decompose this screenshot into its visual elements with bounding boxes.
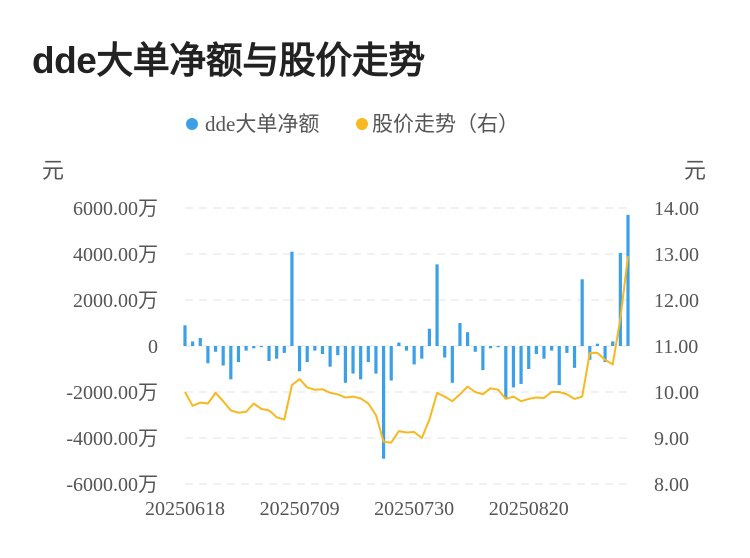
- dde-bar: [213, 346, 218, 352]
- x-axis-ticks: 20250618 20250709 20250730 20250820: [145, 498, 569, 520]
- right-tick-label: 14.00: [654, 198, 699, 220]
- dde-bar: [320, 346, 325, 355]
- dde-bar: [611, 341, 615, 346]
- dde-bar: [534, 346, 538, 355]
- dde-bar: [420, 346, 424, 359]
- dde-bar: [504, 346, 508, 399]
- dde-bar: [198, 337, 202, 346]
- dde-bar: [267, 346, 271, 361]
- dde-bar: [381, 346, 386, 459]
- x-tick-label: 20250730: [374, 498, 454, 520]
- left-tick-label: 0: [148, 336, 158, 358]
- legend-marker-1: [356, 118, 368, 130]
- right-axis-unit: 元: [684, 158, 706, 183]
- left-tick-label: 6000.00万: [73, 198, 158, 220]
- dde-bar: [221, 346, 225, 366]
- dde-bar: [229, 346, 233, 380]
- dde-bar: [336, 346, 340, 356]
- dde-bars: [183, 214, 630, 459]
- dde-bar: [511, 346, 516, 388]
- price-line: [184, 256, 629, 444]
- x-tick-label: 20250618: [145, 498, 225, 520]
- legend-marker-0: [186, 118, 198, 130]
- right-tick-label: 9.00: [654, 428, 689, 450]
- dde-bar: [618, 252, 622, 346]
- dde-bar: [206, 346, 210, 364]
- dde-bar: [580, 279, 584, 346]
- dde-bar: [191, 341, 195, 346]
- dde-bar: [351, 346, 355, 374]
- dde-bar: [305, 346, 309, 363]
- left-tick-label: 2000.00万: [73, 290, 158, 312]
- dde-bar: [412, 346, 416, 365]
- dde-bar: [275, 346, 279, 359]
- dde-bar: [259, 346, 263, 348]
- dde-bar: [603, 346, 607, 363]
- dde-bar: [404, 346, 409, 351]
- dde-bar: [244, 346, 248, 351]
- dde-bar: [565, 346, 569, 353]
- dde-bar: [435, 264, 439, 346]
- left-tick-label: 4000.00万: [73, 244, 158, 266]
- dde-bar: [557, 346, 561, 386]
- dde-bar: [389, 346, 393, 381]
- dde-bar: [374, 346, 378, 374]
- dde-bar: [519, 346, 523, 384]
- dde-bar: [282, 346, 286, 353]
- chart-title: dde大单净额与股价走势: [32, 40, 425, 81]
- legend-label-1: 股价走势（右）: [372, 112, 519, 136]
- dde-bar: [252, 346, 256, 349]
- dde-bar: [313, 346, 317, 351]
- dde-bar: [290, 251, 294, 346]
- dde-bar: [359, 346, 363, 380]
- dde-bar: [397, 342, 401, 346]
- dde-bar: [572, 346, 577, 368]
- left-tick-label: -4000.00万: [66, 428, 158, 450]
- dde-bar: [366, 346, 370, 363]
- dde-bar: [458, 323, 462, 346]
- dde-bar: [488, 346, 493, 349]
- dde-bar: [450, 346, 454, 383]
- legend-label-0: dde大单净额: [205, 112, 319, 136]
- x-tick-label: 20250820: [489, 498, 569, 520]
- right-tick-label: 11.00: [654, 336, 698, 358]
- dde-bar: [236, 346, 241, 363]
- dde-bar: [443, 346, 447, 358]
- dde-bar: [328, 346, 332, 367]
- dde-bar: [473, 346, 477, 352]
- dde-bar: [527, 346, 531, 369]
- dde-bar: [343, 346, 347, 383]
- dde-bar: [626, 214, 630, 346]
- dde-bar: [550, 346, 554, 351]
- left-axis-unit: 元: [42, 158, 64, 183]
- left-tick-label: -6000.00万: [66, 474, 158, 496]
- right-tick-label: 10.00: [654, 382, 699, 404]
- dde-bar: [595, 343, 600, 346]
- left-axis-ticks: 6000.00万 4000.00万 2000.00万 0 -2000.00万 -4000.…: [66, 198, 158, 496]
- dde-bar: [542, 346, 546, 359]
- right-tick-label: 13.00: [654, 244, 699, 266]
- dde-bar: [496, 346, 500, 348]
- dde-bar: [183, 325, 187, 346]
- dde-bar: [427, 328, 432, 346]
- x-tick-label: 20250709: [260, 498, 340, 520]
- legend: dde大单净额 股价走势（右）: [186, 112, 519, 136]
- dde-bar: [481, 346, 485, 371]
- dde-bar: [297, 346, 302, 372]
- left-tick-label: -2000.00万: [66, 382, 158, 404]
- dde-bar: [466, 332, 470, 346]
- right-axis-ticks: 14.00 13.00 12.00 11.00 10.00 9.00 8.00: [654, 198, 699, 496]
- right-tick-label: 12.00: [654, 290, 699, 312]
- right-tick-label: 8.00: [654, 474, 689, 496]
